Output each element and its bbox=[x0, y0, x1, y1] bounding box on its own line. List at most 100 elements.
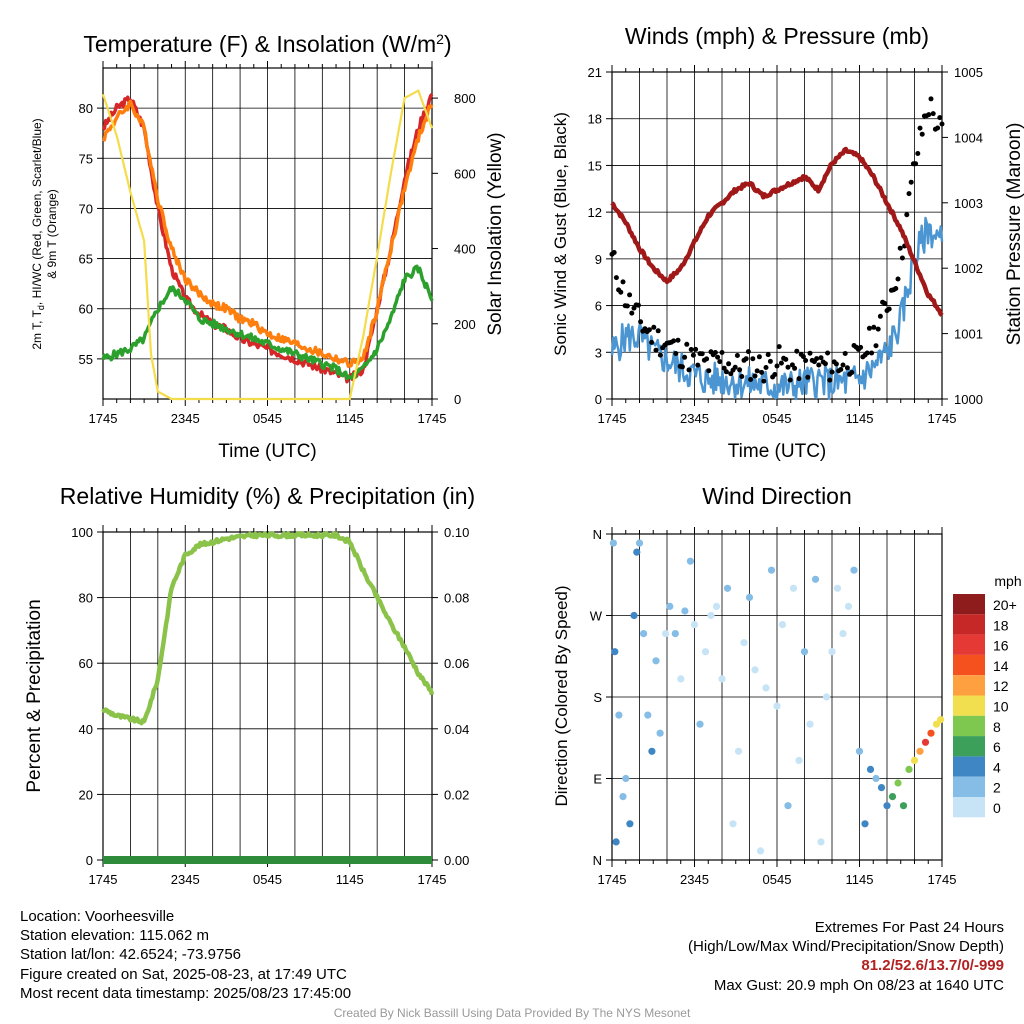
gust-point bbox=[849, 370, 855, 375]
gust-point bbox=[937, 115, 943, 121]
y-tick-label: 15 bbox=[588, 158, 602, 173]
x-tick-label: 1745 bbox=[418, 411, 447, 426]
series-pressure bbox=[610, 146, 944, 317]
direction-point bbox=[633, 548, 641, 556]
extremes-title: Extremes For Past 24 Hours bbox=[814, 919, 1004, 936]
direction-point bbox=[656, 729, 664, 737]
gust-point bbox=[649, 339, 655, 345]
direction-point bbox=[686, 557, 695, 565]
y-tick-label: 9 bbox=[595, 252, 602, 267]
legend-label: 16 bbox=[993, 638, 1009, 654]
max-gust-text: Max Gust: 20.9 mph On 08/23 at 1640 UTC bbox=[713, 976, 1004, 994]
direction-point bbox=[800, 648, 809, 656]
location-text: Location: Voorheesville bbox=[20, 908, 175, 925]
gust-point bbox=[750, 356, 756, 362]
y2-tick-label: 0.06 bbox=[444, 656, 469, 671]
wind-title: Winds (mph) & Pressure (mb) bbox=[625, 23, 929, 49]
direction-point bbox=[630, 611, 638, 620]
gust-point bbox=[684, 341, 690, 347]
y-tick-label: 80 bbox=[79, 101, 93, 116]
gust-point bbox=[805, 374, 811, 380]
gust-point bbox=[671, 338, 677, 344]
gust-point bbox=[765, 352, 771, 358]
gust-point bbox=[752, 373, 758, 379]
y-tick-label: 80 bbox=[79, 591, 93, 606]
direction-point bbox=[822, 693, 831, 701]
y-tick-label: 65 bbox=[79, 252, 93, 267]
gust-point bbox=[651, 324, 657, 330]
gust-point bbox=[818, 355, 824, 361]
y-tick-label: N bbox=[593, 527, 602, 542]
gust-point bbox=[712, 350, 718, 355]
gust-point bbox=[638, 319, 644, 325]
y-tick-label: 3 bbox=[595, 345, 602, 360]
x-tick-label: 1745 bbox=[89, 872, 118, 887]
direction-point bbox=[677, 675, 685, 683]
legend-swatch bbox=[953, 797, 985, 818]
gust-point bbox=[732, 364, 738, 370]
gust-point bbox=[838, 367, 844, 372]
latlon-text: Station lat/lon: 42.6524; -73.9756 bbox=[20, 946, 242, 964]
x-tick-label: 1145 bbox=[846, 872, 874, 887]
legend-label: 6 bbox=[993, 739, 1001, 755]
y2-tick-label: 0.04 bbox=[444, 722, 469, 737]
direction-point bbox=[861, 820, 869, 828]
dir-title: Wind Direction bbox=[702, 483, 852, 509]
x-tick-label: 1745 bbox=[598, 411, 627, 426]
gust-point bbox=[745, 349, 751, 355]
gust-point bbox=[858, 344, 864, 350]
gust-point bbox=[653, 347, 659, 353]
y-tick-label: 12 bbox=[588, 205, 602, 220]
y-tick-label: 20 bbox=[79, 787, 93, 802]
temp-ylabel-line2: & 9m T (Orange) bbox=[45, 189, 59, 279]
gust-point bbox=[871, 324, 877, 330]
direction-point bbox=[872, 774, 880, 783]
gust-point bbox=[767, 358, 773, 364]
gust-point bbox=[840, 362, 846, 368]
gust-point bbox=[895, 276, 901, 282]
gust-point bbox=[737, 367, 743, 373]
temp-xlabel: Time (UTC) bbox=[218, 441, 317, 462]
direction-point bbox=[696, 720, 704, 728]
gust-point bbox=[627, 292, 633, 298]
y2-tick-label: 0.10 bbox=[444, 525, 469, 540]
gust-point bbox=[756, 354, 762, 360]
y-tick-label: 60 bbox=[79, 656, 93, 671]
created-text: Figure created on Sat, 2025-08-23, at 17… bbox=[20, 965, 347, 983]
direction-point bbox=[844, 602, 853, 611]
y2-tick-label: 0.00 bbox=[444, 853, 469, 868]
gust-point bbox=[822, 361, 828, 367]
extremes-values: 81.2/52.6/13.7/0/-999 bbox=[861, 957, 1004, 975]
x-tick-label: 2345 bbox=[680, 411, 709, 426]
legend-swatch bbox=[953, 736, 985, 757]
y-tick-label: 75 bbox=[79, 151, 93, 166]
y2-tick-label: 800 bbox=[454, 91, 476, 106]
x-tick-label: 1745 bbox=[418, 872, 447, 887]
y-tick-label: 0 bbox=[86, 853, 93, 868]
gust-point bbox=[776, 344, 782, 350]
direction-point bbox=[927, 729, 935, 737]
gust-point bbox=[688, 347, 694, 352]
y-tick-label: 6 bbox=[595, 299, 602, 314]
legend-label: 14 bbox=[993, 658, 1009, 674]
gust-point bbox=[816, 362, 822, 368]
series-rh bbox=[101, 531, 435, 726]
gust-point bbox=[935, 125, 941, 131]
gust-point bbox=[814, 356, 820, 362]
gust-point bbox=[803, 358, 809, 363]
y2-tick-label: 600 bbox=[454, 166, 476, 181]
gust-point bbox=[792, 365, 798, 371]
gust-point bbox=[719, 350, 725, 355]
direction-point bbox=[745, 593, 754, 602]
direction-point bbox=[877, 784, 886, 792]
gust-point bbox=[873, 343, 879, 349]
gust-point bbox=[690, 352, 696, 358]
gust-point bbox=[875, 326, 881, 332]
rh-title: Relative Humidity (%) & Precipitation (i… bbox=[60, 483, 475, 509]
y2-tick-label: 200 bbox=[454, 317, 476, 332]
gust-point bbox=[829, 369, 835, 375]
direction-point bbox=[828, 648, 836, 656]
gust-point bbox=[620, 279, 626, 285]
legend-label: 0 bbox=[993, 800, 1001, 816]
direction-point bbox=[640, 630, 648, 638]
